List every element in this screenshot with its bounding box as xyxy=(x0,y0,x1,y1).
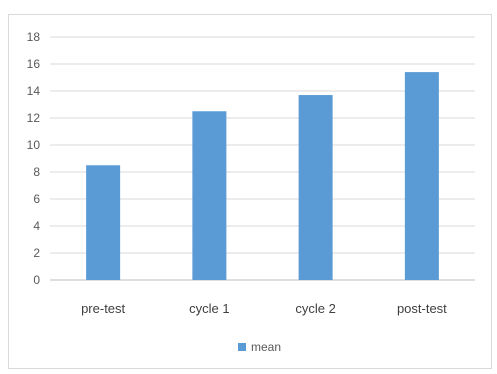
y-tick-label: 0 xyxy=(33,273,40,287)
y-tick-label: 2 xyxy=(33,246,40,260)
y-axis-ticks: 0 2 4 6 8 10 12 14 16 18 xyxy=(27,30,41,287)
legend-label: mean xyxy=(251,340,281,354)
y-tick-label: 4 xyxy=(33,219,40,233)
x-category-label: pre-test xyxy=(81,301,125,316)
legend-swatch xyxy=(238,343,246,351)
bars xyxy=(86,72,439,280)
y-tick-label: 18 xyxy=(27,30,41,44)
x-axis-categories: pre-test cycle 1 cycle 2 post-test xyxy=(81,301,447,316)
x-category-label: post-test xyxy=(397,301,447,316)
x-category-label: cycle 2 xyxy=(295,301,335,316)
y-tick-label: 8 xyxy=(33,165,40,179)
bar-cycle-1 xyxy=(192,111,227,280)
y-tick-label: 10 xyxy=(27,138,41,152)
bar-cycle-2 xyxy=(298,95,333,280)
bar-post-test xyxy=(404,72,439,280)
y-tick-label: 16 xyxy=(27,57,41,71)
gridlines xyxy=(50,36,475,281)
legend: mean xyxy=(238,340,281,354)
x-category-label: cycle 1 xyxy=(189,301,229,316)
y-tick-label: 14 xyxy=(27,84,41,98)
y-tick-label: 6 xyxy=(33,192,40,206)
bar-pre-test xyxy=(86,165,121,280)
y-tick-label: 12 xyxy=(27,111,41,125)
